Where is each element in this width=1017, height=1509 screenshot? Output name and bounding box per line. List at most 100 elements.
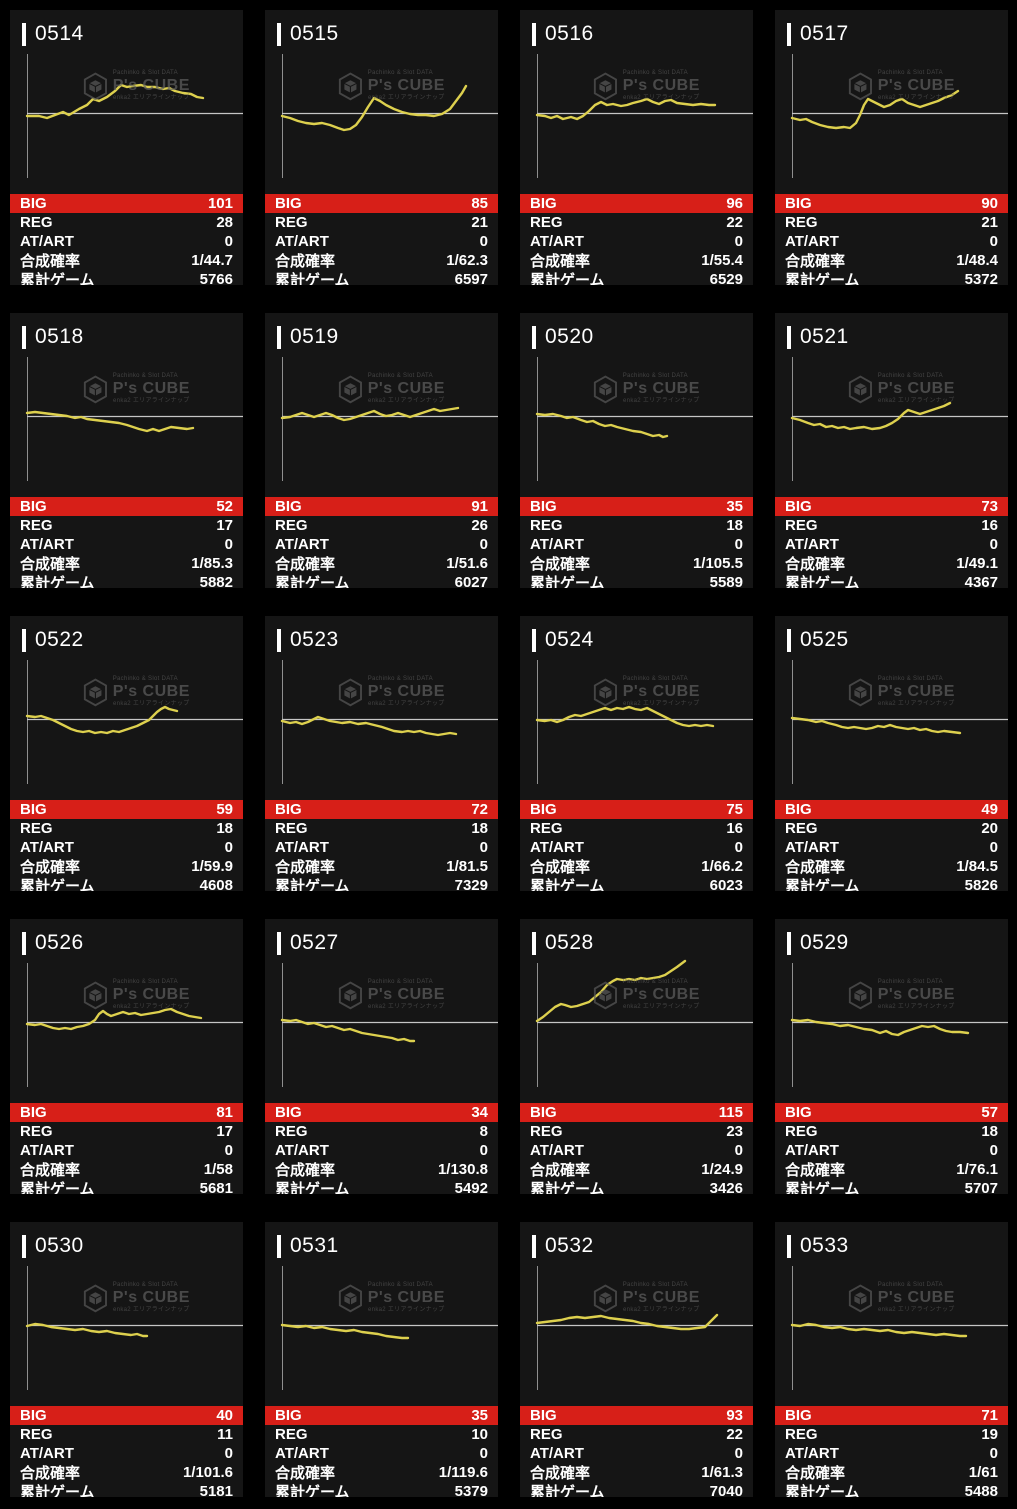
stat-row-big: BIG 91 [265,497,498,516]
big-count: 71 [981,1407,998,1424]
rate-value: 1/59.9 [191,858,233,875]
stat-row-at-art: AT/ART 0 [10,535,243,554]
big-count: 91 [471,498,488,515]
games-value: 5766 [199,271,233,285]
trend-chart: Pachinko & Slot DATA P's CUBE enka2 エリアラ… [520,50,753,186]
machine-panel[interactable]: 0533 Pachinko & Slot DATA P's CUBE enka2 [775,1222,1008,1497]
reg-count: 28 [216,214,233,231]
stat-row-reg: REG 17 [10,516,243,535]
games-value: 6023 [709,877,743,891]
stat-row-at-art: AT/ART 0 [10,232,243,251]
stat-row-games: 累計ゲーム 7040 [520,1482,753,1497]
stat-row-rate: 合成確率 1/48.4 [775,251,1008,270]
trend-line [790,401,952,431]
stat-row-at-art: AT/ART 0 [265,232,498,251]
reg-count: 26 [471,517,488,534]
games-label: 累計ゲーム [275,575,350,588]
machine-panel[interactable]: 0523 Pachinko & Slot DATA P's CUBE enka2 [265,616,498,891]
stat-row-reg: REG 18 [10,819,243,838]
header-accent-bar [22,22,26,46]
rate-value: 1/48.4 [956,252,998,269]
at-art-label: AT/ART [785,1142,839,1159]
machine-panel[interactable]: 0519 Pachinko & Slot DATA P's CUBE enka2 [265,313,498,588]
trend-line [280,715,458,737]
header-accent-bar [22,931,26,955]
at-art-count: 0 [734,1445,743,1462]
stats-list: BIG 57 REG 18 AT/ART 0 合成確率 1/76.1 累計ゲーム… [775,1103,1008,1194]
big-count: 81 [216,1104,233,1121]
panel-header: 0517 [775,10,1008,47]
reg-label: REG [785,517,818,534]
trend-chart: Pachinko & Slot DATA P's CUBE enka2 エリアラ… [10,656,243,792]
big-count: 101 [207,195,233,212]
stat-row-rate: 合成確率 1/61.3 [520,1463,753,1482]
panel-header: 0518 [10,313,243,350]
games-value: 5492 [454,1180,488,1194]
at-art-label: AT/ART [530,1142,584,1159]
machine-panel[interactable]: 0532 Pachinko & Slot DATA P's CUBE enka2 [520,1222,753,1497]
machine-panel[interactable]: 0522 Pachinko & Slot DATA P's CUBE enka2 [10,616,243,891]
stats-list: BIG 81 REG 17 AT/ART 0 合成確率 1/58 累計ゲーム 5… [10,1103,243,1194]
stats-list: BIG 115 REG 23 AT/ART 0 合成確率 1/24.9 累計ゲー… [520,1103,753,1194]
machine-panel[interactable]: 0518 Pachinko & Slot DATA P's CUBE enka2 [10,313,243,588]
machine-panel[interactable]: 0528 Pachinko & Slot DATA P's CUBE enka2 [520,919,753,1194]
stat-row-big: BIG 52 [10,497,243,516]
machine-panel[interactable]: 0524 Pachinko & Slot DATA P's CUBE enka2 [520,616,753,891]
trend-line [25,83,205,120]
at-art-count: 0 [989,233,998,250]
rate-value: 1/105.5 [692,555,743,572]
reg-label: REG [785,1426,818,1443]
machine-panel[interactable]: 0525 Pachinko & Slot DATA P's CUBE enka2 [775,616,1008,891]
trend-chart: Pachinko & Slot DATA P's CUBE enka2 エリアラ… [520,1262,753,1398]
big-count: 72 [471,801,488,818]
big-count: 85 [471,195,488,212]
games-label: 累計ゲーム [530,575,605,588]
reg-count: 11 [217,1426,233,1443]
at-art-label: AT/ART [785,233,839,250]
trend-chart: Pachinko & Slot DATA P's CUBE enka2 エリアラ… [265,50,498,186]
trend-chart-svg [535,660,753,784]
stat-row-at-art: AT/ART 0 [10,838,243,857]
machine-panel[interactable]: 0529 Pachinko & Slot DATA P's CUBE enka2 [775,919,1008,1194]
stats-list: BIG 75 REG 16 AT/ART 0 合成確率 1/66.2 累計ゲーム… [520,800,753,891]
reg-count: 18 [726,517,743,534]
trend-line [535,959,687,1023]
header-accent-bar [22,325,26,349]
machine-panel[interactable]: 0520 Pachinko & Slot DATA P's CUBE enka2 [520,313,753,588]
stat-row-at-art: AT/ART 0 [775,1141,1008,1160]
machine-panel[interactable]: 0521 Pachinko & Slot DATA P's CUBE enka2 [775,313,1008,588]
stat-row-rate: 合成確率 1/76.1 [775,1160,1008,1179]
stat-row-reg: REG 22 [520,1425,753,1444]
stat-row-at-art: AT/ART 0 [265,535,498,554]
machine-panel[interactable]: 0515 Pachinko & Slot DATA P's CUBE enka2 [265,10,498,285]
rate-label: 合成確率 [785,1162,846,1179]
machine-panel[interactable]: 0531 Pachinko & Slot DATA P's CUBE enka2 [265,1222,498,1497]
machine-panel[interactable]: 0516 Pachinko & Slot DATA P's CUBE enka2 [520,10,753,285]
games-label: 累計ゲーム [530,1484,605,1497]
machine-panel[interactable]: 0517 Pachinko & Slot DATA P's CUBE enka2 [775,10,1008,285]
at-art-label: AT/ART [20,536,74,553]
machine-panel[interactable]: 0514 Pachinko & Slot DATA P's CUBE enka2 [10,10,243,285]
big-label: BIG [20,1407,47,1424]
machine-panel[interactable]: 0527 Pachinko & Slot DATA P's CUBE enka2 [265,919,498,1194]
machine-panel[interactable]: 0526 Pachinko & Slot DATA P's CUBE enka2 [10,919,243,1194]
games-label: 累計ゲーム [785,575,860,588]
trend-chart: Pachinko & Slot DATA P's CUBE enka2 エリアラ… [265,656,498,792]
header-accent-bar [787,628,791,652]
at-art-count: 0 [224,1445,233,1462]
machine-id: 0527 [290,931,339,954]
at-art-label: AT/ART [785,1445,839,1462]
games-label: 累計ゲーム [785,272,860,285]
big-count: 115 [718,1104,743,1121]
big-label: BIG [20,498,47,515]
machine-panel[interactable]: 0530 Pachinko & Slot DATA P's CUBE enka2 [10,1222,243,1497]
stat-row-reg: REG 21 [775,213,1008,232]
trend-chart-svg [535,54,753,178]
big-label: BIG [530,498,557,515]
games-label: 累計ゲーム [275,878,350,891]
header-accent-bar [277,325,281,349]
trend-chart: Pachinko & Slot DATA P's CUBE enka2 エリアラ… [775,353,1008,489]
header-accent-bar [532,931,536,955]
rate-label: 合成確率 [20,556,81,573]
header-accent-bar [277,628,281,652]
